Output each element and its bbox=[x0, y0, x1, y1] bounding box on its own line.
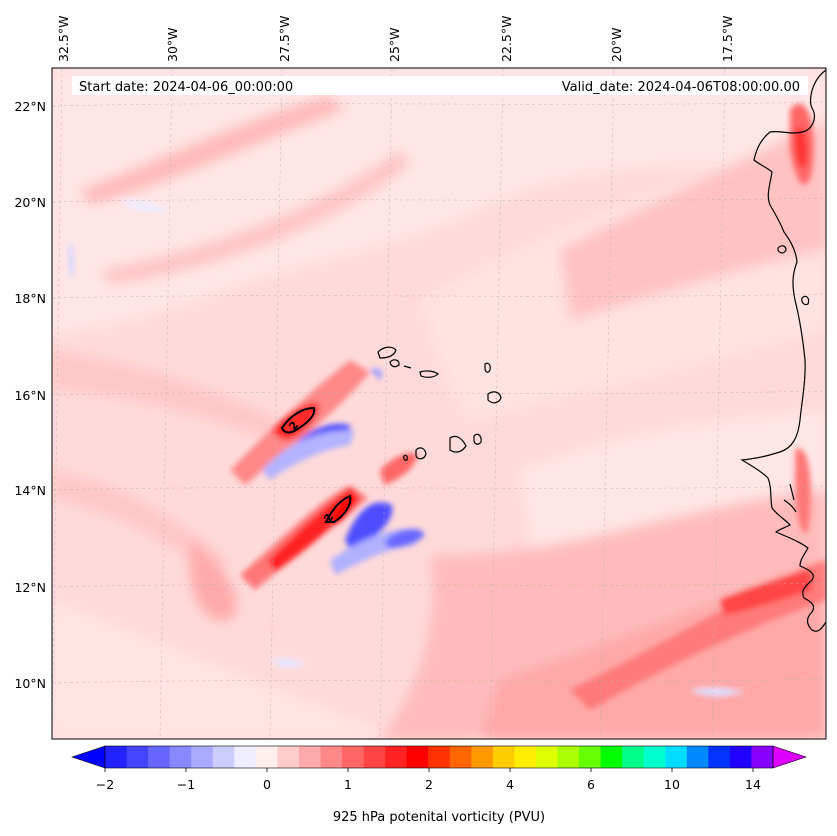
start-date-label: Start date: 2024-04-06_00:00:00 bbox=[79, 80, 293, 95]
colorbar-tick-label: 1 bbox=[344, 777, 352, 792]
colorbar-segment bbox=[449, 746, 472, 768]
colorbar-frame bbox=[104, 745, 774, 769]
lat-label: 18°N bbox=[14, 291, 46, 306]
colorbar-segment bbox=[643, 746, 666, 768]
colorbar-segment bbox=[320, 746, 343, 768]
colorbar-segment bbox=[514, 746, 537, 768]
pv-2pvu-contour-lines bbox=[280, 406, 352, 523]
colorbar-segment bbox=[255, 746, 278, 768]
longitude-labels: 32.5°W 30°W 27.5°W 25°W 22.5°W 20°W 17.5… bbox=[56, 16, 735, 62]
colorbar-tick-labels: −2 −1 0 1 2 4 6 10 14 bbox=[96, 777, 761, 792]
info-box bbox=[72, 76, 808, 95]
colorbar-segment bbox=[686, 746, 709, 768]
map-gridlines bbox=[52, 68, 826, 739]
colorbar-segment bbox=[169, 746, 192, 768]
lon-label: 22.5°W bbox=[499, 16, 514, 62]
colorbar-segment bbox=[126, 746, 149, 768]
colorbar-segment bbox=[600, 746, 623, 768]
lon-label: 17.5°W bbox=[720, 16, 735, 62]
coastline-cape-verde bbox=[377, 346, 502, 461]
colorbar-segment bbox=[363, 746, 386, 768]
lat-label: 16°N bbox=[14, 388, 46, 403]
lon-label: 32.5°W bbox=[56, 16, 71, 62]
colorbar-segment bbox=[471, 746, 494, 768]
colorbar-tick-label: 6 bbox=[587, 777, 595, 792]
colorbar-segment bbox=[342, 746, 365, 768]
map-panel: 2 2 Start date: 2024-04-06_00:00:00 Vali… bbox=[52, 68, 826, 739]
colorbar-segment bbox=[191, 746, 214, 768]
colorbar-tick-label: −2 bbox=[96, 777, 114, 792]
colorbar-segment bbox=[665, 746, 688, 768]
valid-date-label: Valid_date: 2024-04-06T08:00:00.00 bbox=[562, 80, 800, 95]
colorbar-segment bbox=[579, 746, 602, 768]
lon-label: 27.5°W bbox=[277, 16, 292, 62]
lat-label: 14°N bbox=[14, 483, 46, 498]
colorbar-segment bbox=[622, 746, 645, 768]
lat-label: 20°N bbox=[14, 195, 46, 210]
colorbar-segment bbox=[212, 746, 235, 768]
colorbar-ticks bbox=[104, 768, 754, 772]
lat-label: 22°N bbox=[14, 99, 46, 114]
colorbar-segment bbox=[277, 746, 300, 768]
lon-label: 25°W bbox=[387, 27, 402, 62]
pv-filled-contours bbox=[52, 70, 826, 739]
colorbar-tick-label: −1 bbox=[177, 777, 195, 792]
colorbar-tick-label: 0 bbox=[263, 777, 271, 792]
coastline-africa bbox=[740, 68, 826, 632]
colorbar: −2 −1 0 1 2 4 6 10 14 925 hPa potenital … bbox=[71, 745, 807, 825]
lat-label: 10°N bbox=[14, 676, 46, 691]
colorbar-segments bbox=[105, 746, 774, 768]
colorbar-segment bbox=[492, 746, 515, 768]
colorbar-segment bbox=[148, 746, 171, 768]
colorbar-segment bbox=[406, 746, 429, 768]
colorbar-extend-max bbox=[772, 745, 807, 769]
colorbar-tick-label: 2 bbox=[425, 777, 433, 792]
colorbar-segment bbox=[557, 746, 580, 768]
colorbar-segment bbox=[428, 746, 451, 768]
colorbar-segment bbox=[708, 746, 731, 768]
colorbar-extend-min bbox=[71, 745, 106, 769]
colorbar-tick-label: 10 bbox=[664, 777, 680, 792]
lat-label: 12°N bbox=[14, 580, 46, 595]
latitude-labels: 22°N 20°N 18°N 16°N 14°N 12°N 10°N bbox=[14, 99, 46, 691]
colorbar-title: 925 hPa potenital vorticity (PVU) bbox=[333, 810, 545, 825]
lon-label: 30°W bbox=[165, 27, 180, 62]
colorbar-segment bbox=[535, 746, 559, 768]
colorbar-segment bbox=[105, 746, 128, 768]
colorbar-segment bbox=[385, 746, 408, 768]
colorbar-segment bbox=[729, 746, 752, 768]
colorbar-tick-label: 4 bbox=[506, 777, 514, 792]
colorbar-segment bbox=[298, 746, 321, 768]
colorbar-segment bbox=[234, 746, 257, 768]
lon-label: 20°W bbox=[609, 27, 624, 62]
colorbar-tick-label: 14 bbox=[745, 777, 761, 792]
colorbar-segment bbox=[751, 746, 774, 768]
map-frame bbox=[51, 67, 827, 740]
